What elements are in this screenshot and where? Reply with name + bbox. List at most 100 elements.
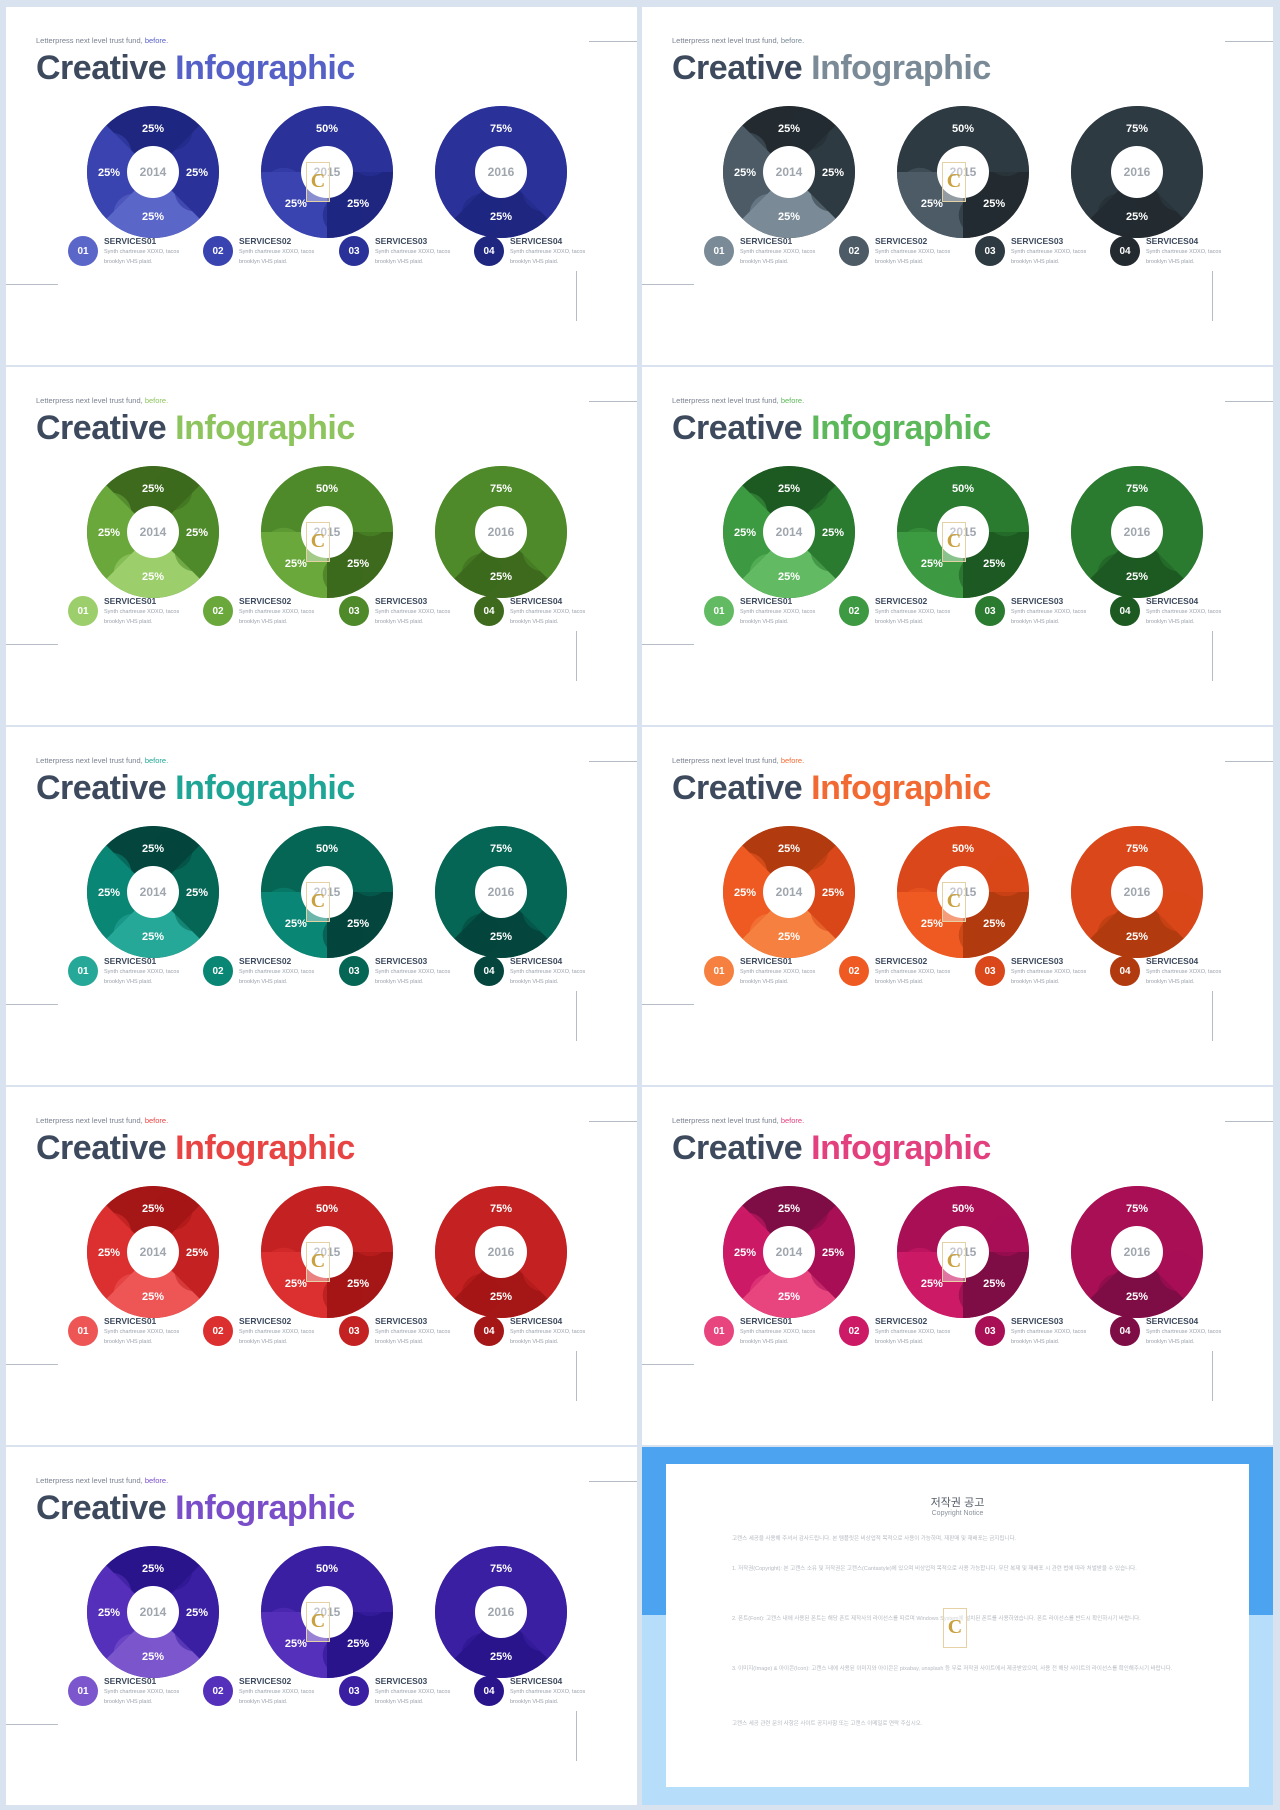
donut-percent-label: 25%	[142, 1291, 164, 1303]
donut-percent-label: 75%	[490, 123, 512, 135]
infographic-slide[interactable]: Letterpress next level trust fund, befor…	[642, 1087, 1273, 1445]
donut-percent-label: 25%	[778, 483, 800, 495]
service-description: Synth chartreuse XOXO, tacos brooklyn VH…	[1011, 1329, 1087, 1345]
bottom-left-divider	[642, 284, 694, 285]
service-title: SERVICES03	[1011, 1316, 1064, 1326]
service-title: SERVICES03	[375, 236, 428, 246]
donut-highlight	[350, 856, 391, 897]
service-legend-item: 01 SERVICES01 Synth chartreuse XOXO, tacos…	[682, 592, 832, 642]
service-legend-item: 02 SERVICES02 Synth chartreuse XOXO, tacos…	[817, 952, 967, 1002]
donut-highlight	[986, 136, 1027, 177]
service-description: Synth chartreuse XOXO, tacos brooklyn VH…	[239, 969, 315, 985]
donut-chart: 2016 75% 25%	[435, 106, 567, 238]
donut-percent-label: 25%	[1126, 1291, 1148, 1303]
infographic-slide[interactable]: Letterpress next level trust fund, befor…	[6, 727, 637, 1085]
bottom-left-divider	[6, 644, 58, 645]
donut-percent-label: 25%	[778, 1203, 800, 1215]
donut-percent-label: 25%	[822, 167, 844, 179]
service-description: Synth chartreuse XOXO, tacos brooklyn VH…	[1011, 609, 1087, 625]
donut-percent-label: 50%	[952, 843, 974, 855]
donut-highlight	[263, 527, 304, 568]
donut-chart: 2016 75% 25%	[1071, 466, 1203, 598]
donut-chart: 2016 75% 25%	[1071, 1186, 1203, 1318]
donut-percent-label: 25%	[983, 1278, 1005, 1290]
top-right-divider	[589, 41, 637, 42]
infographic-slide[interactable]: Letterpress next level trust fund, befor…	[642, 367, 1273, 725]
infographic-slide[interactable]: Letterpress next level trust fund, befor…	[6, 7, 637, 365]
service-title: SERVICES02	[875, 1316, 928, 1326]
watermark-logo: C	[306, 882, 330, 922]
service-number-badge: 02	[203, 956, 233, 986]
donut-highlight	[322, 1275, 363, 1316]
service-title: SERVICES02	[239, 1676, 292, 1686]
donut-percent-label: 75%	[490, 1203, 512, 1215]
service-description: Synth chartreuse XOXO, tacos brooklyn VH…	[239, 249, 315, 265]
donut-highlight	[1097, 913, 1138, 954]
donut-percent-label: 25%	[142, 483, 164, 495]
donut-percent-label: 25%	[778, 931, 800, 943]
service-number-badge: 04	[474, 956, 504, 986]
donut-percent-label: 25%	[490, 1291, 512, 1303]
service-number-badge: 03	[975, 1316, 1005, 1346]
donut-center	[127, 1586, 179, 1638]
infographic-slide[interactable]: Letterpress next level trust fund, befor…	[642, 727, 1273, 1085]
top-right-divider	[589, 1481, 637, 1482]
donut-percent-label: 25%	[347, 198, 369, 210]
service-description: Synth chartreuse XOXO, tacos brooklyn VH…	[875, 1329, 951, 1345]
donut-year-label: 2016	[1124, 525, 1151, 539]
service-title: SERVICES02	[239, 1316, 292, 1326]
service-title: SERVICES01	[104, 596, 157, 606]
service-title: SERVICES03	[375, 596, 428, 606]
donut-percent-label: 25%	[285, 918, 307, 930]
service-number-badge: 04	[474, 1676, 504, 1706]
donut-percent-label: 25%	[142, 931, 164, 943]
notice-paragraph: 3. 이미지(Image) & 아이콘(Icon): 고캔스 내에 사용된 이미…	[732, 1666, 1173, 1672]
donut-highlight	[749, 1273, 790, 1314]
donut-highlight	[958, 915, 999, 956]
donut-year-label: 2016	[488, 885, 515, 899]
bottom-right-divider	[1212, 1351, 1213, 1401]
service-number-badge: 03	[975, 956, 1005, 986]
service-description: Synth chartreuse XOXO, tacos brooklyn VH…	[1011, 249, 1087, 265]
donut-center	[127, 1226, 179, 1278]
infographic-slide[interactable]: Letterpress next level trust fund, befor…	[6, 1087, 637, 1445]
donut-percent-label: 25%	[921, 1278, 943, 1290]
donut-highlight	[461, 913, 502, 954]
donut-year-label: 2015	[314, 1245, 341, 1259]
donut-highlight	[174, 891, 215, 932]
donut-percent-label: 50%	[952, 483, 974, 495]
service-legend-item: 01 SERVICES01 Synth chartreuse XOXO, tacos…	[46, 1672, 196, 1722]
donut-chart: 2015 50% 25% 25%	[897, 826, 1029, 958]
service-description: Synth chartreuse XOXO, tacos brooklyn VH…	[104, 609, 180, 625]
bottom-right-divider	[576, 271, 577, 321]
donut-center	[1111, 866, 1163, 918]
bottom-left-divider	[6, 284, 58, 285]
service-number-badge: 02	[203, 1316, 233, 1346]
service-description: Synth chartreuse XOXO, tacos brooklyn VH…	[510, 1329, 586, 1345]
donut-highlight	[113, 1633, 154, 1674]
donut-year-label: 2016	[1124, 165, 1151, 179]
service-description: Synth chartreuse XOXO, tacos brooklyn VH…	[1146, 609, 1222, 625]
donut-year-label: 2014	[776, 885, 803, 899]
donut-year-label: 2014	[140, 525, 167, 539]
watermark-logo: C	[942, 522, 966, 562]
service-legend-item: 04 SERVICES04 Synth chartreuse XOXO, tacos…	[1088, 592, 1238, 642]
copyright-notice-slide[interactable]: 저작권 공고 Copyright Notice 고캔스 세공을 사용해 주셔서 …	[642, 1447, 1273, 1805]
donut-chart: 2014 25% 25% 25% 25%	[723, 466, 855, 598]
service-title: SERVICES04	[1146, 236, 1199, 246]
donut-percent-label: 25%	[285, 558, 307, 570]
service-description: Synth chartreuse XOXO, tacos brooklyn VH…	[875, 969, 951, 985]
donut-chart: 2015 50% 25% 25%	[897, 106, 1029, 238]
donut-highlight	[263, 1247, 304, 1288]
top-right-divider	[1225, 1121, 1273, 1122]
infographic-slide[interactable]: Letterpress next level trust fund, befor…	[6, 1447, 637, 1805]
slide-title: Creative Infographic	[36, 409, 355, 447]
donut-percent-label: 25%	[285, 1278, 307, 1290]
donut-highlight	[322, 195, 363, 236]
donut-highlight	[91, 1572, 132, 1613]
service-description: Synth chartreuse XOXO, tacos brooklyn VH…	[239, 609, 315, 625]
slide-title: Creative Infographic	[36, 49, 355, 87]
donut-percent-label: 50%	[952, 1203, 974, 1215]
infographic-slide[interactable]: Letterpress next level trust fund, befor…	[6, 367, 637, 725]
infographic-slide[interactable]: Letterpress next level trust fund, befor…	[642, 7, 1273, 365]
